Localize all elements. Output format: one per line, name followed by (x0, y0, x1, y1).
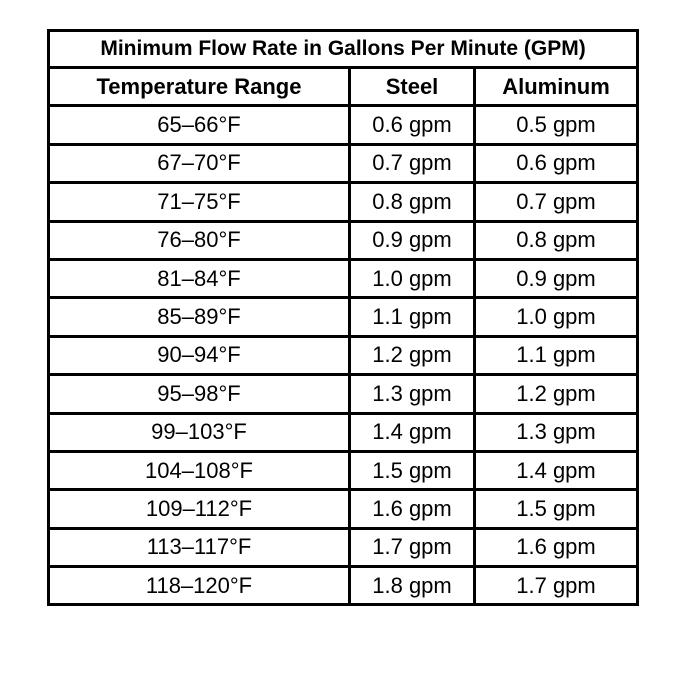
table-row: 76–80°F 0.9 gpm 0.8 gpm (47, 219, 640, 261)
table-cell: 0.8 gpm (348, 181, 476, 223)
table-row: 109–112°F 1.6 gpm 1.5 gpm (47, 488, 640, 530)
table-cell: 1.5 gpm (348, 449, 476, 492)
table-body: 65–66°F 0.6 gpm 0.5 gpm 67–70°F 0.7 gpm 0.6 g… (47, 104, 640, 607)
table-cell: 1.8 gpm (348, 565, 476, 607)
table-cell: 85–89°F (47, 296, 351, 338)
table-cell: 67–70°F (47, 142, 351, 185)
table-cell: 90–94°F (47, 334, 351, 377)
table-cell: 1.7 gpm (348, 526, 476, 569)
table-cell: 0.7 gpm (348, 142, 476, 185)
table-cell: 104–108°F (47, 449, 351, 492)
table-row: 71–75°F 0.8 gpm 0.7 gpm (47, 181, 640, 223)
table-row: 81–84°F 1.0 gpm 0.9 gpm (47, 257, 640, 300)
column-header: Steel (348, 65, 476, 108)
table-title: Minimum Flow Rate in Gallons Per Minute … (46, 29, 640, 69)
table-cell: 1.1 gpm (472, 334, 640, 377)
table-cell: 1.0 gpm (472, 296, 640, 338)
table-cell: 1.2 gpm (472, 373, 640, 415)
table-row: 65–66°F 0.6 gpm 0.5 gpm (47, 104, 640, 146)
table-cell: 1.5 gpm (472, 488, 640, 530)
table-row: 113–117°F 1.7 gpm 1.6 gpm (47, 526, 640, 569)
table-cell: 1.6 gpm (472, 526, 640, 569)
table-cell: 0.6 gpm (472, 142, 640, 185)
table-cell: 0.8 gpm (472, 219, 640, 261)
table-cell: 118–120°F (47, 565, 351, 607)
table-cell: 1.2 gpm (348, 334, 476, 377)
table-cell: 65–66°F (47, 104, 351, 146)
table-cell: 0.6 gpm (348, 104, 476, 146)
table-cell: 1.3 gpm (472, 411, 640, 453)
table-cell: 95–98°F (47, 373, 351, 415)
header-row: Temperature Range Steel Aluminum (47, 65, 640, 108)
table-cell: 1.1 gpm (348, 296, 476, 338)
table-cell: 1.7 gpm (472, 565, 640, 607)
table-cell: 71–75°F (47, 181, 351, 223)
table-cell: 1.0 gpm (348, 257, 476, 300)
table-row: 67–70°F 0.7 gpm 0.6 gpm (47, 142, 640, 185)
table-cell: 76–80°F (47, 219, 351, 261)
table-cell: 1.3 gpm (348, 373, 476, 415)
table-cell: 99–103°F (47, 411, 351, 453)
column-header: Temperature Range (47, 65, 351, 108)
table-row: 104–108°F 1.5 gpm 1.4 gpm (47, 449, 640, 492)
table-cell: 1.4 gpm (348, 411, 476, 453)
flow-rate-table: Minimum Flow Rate in Gallons Per Minute … (46, 29, 640, 607)
table-cell: 0.5 gpm (472, 104, 640, 146)
title-row: Minimum Flow Rate in Gallons Per Minute … (46, 29, 640, 69)
table-cell: 113–117°F (47, 526, 351, 569)
table-cell: 0.7 gpm (472, 181, 640, 223)
table-cell: 109–112°F (47, 488, 351, 530)
table-cell: 81–84°F (47, 257, 351, 300)
table-cell: 0.9 gpm (348, 219, 476, 261)
table-row: 95–98°F 1.3 gpm 1.2 gpm (47, 373, 640, 415)
table-row: 118–120°F 1.8 gpm 1.7 gpm (47, 565, 640, 607)
table-row: 90–94°F 1.2 gpm 1.1 gpm (47, 334, 640, 377)
table-cell: 0.9 gpm (472, 257, 640, 300)
table-cell: 1.4 gpm (472, 449, 640, 492)
table-row: 99–103°F 1.4 gpm 1.3 gpm (47, 411, 640, 453)
table-row: 85–89°F 1.1 gpm 1.0 gpm (47, 296, 640, 338)
column-header: Aluminum (472, 65, 640, 108)
table-cell: 1.6 gpm (348, 488, 476, 530)
